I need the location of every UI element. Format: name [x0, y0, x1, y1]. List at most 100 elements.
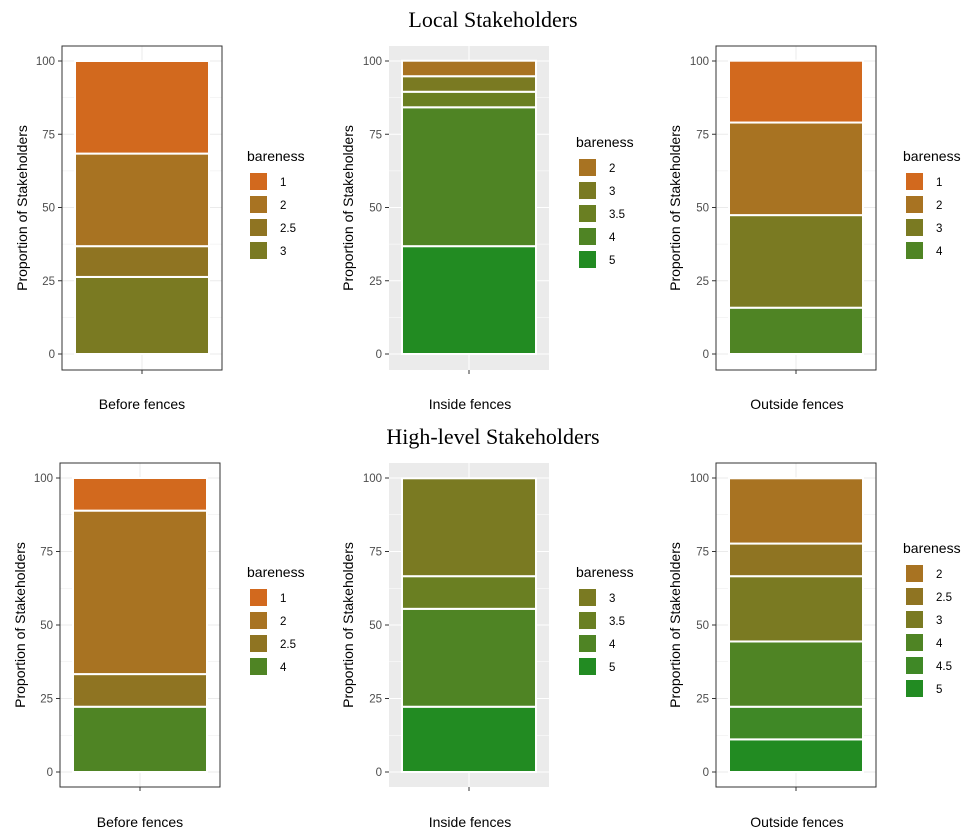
- legend-key: [250, 219, 267, 236]
- bar-segment-3: [74, 275, 210, 356]
- legend-title: bareness: [247, 148, 305, 164]
- legend-title: bareness: [576, 564, 634, 580]
- bar-segment-3: [401, 477, 537, 578]
- legend-label: 4: [609, 639, 616, 651]
- legend-label: 5: [609, 662, 615, 674]
- chart-panel: 0 25 50 75 100 Inside fences Proportion of Sta…: [340, 463, 634, 830]
- x-tick-label: Outside fences: [750, 396, 843, 412]
- y-tick-label: 75: [42, 129, 55, 141]
- legend-label: 5: [936, 684, 942, 696]
- bar-segment-3: [728, 575, 864, 643]
- legend-label: 4.5: [936, 661, 952, 673]
- y-tick-label: 50: [40, 620, 53, 632]
- legend-key: [250, 589, 267, 606]
- y-tick-label: 0: [703, 349, 709, 361]
- y-tick-label: 75: [40, 547, 53, 559]
- legend-key: [906, 588, 923, 605]
- legend-label: 2: [936, 569, 942, 581]
- y-tick-label: 0: [49, 349, 55, 361]
- legend-key: [250, 635, 267, 652]
- bar-segment-3: [728, 214, 864, 309]
- x-tick-label: Inside fences: [429, 396, 512, 412]
- bar-segment-5: [401, 245, 537, 355]
- x-tick-label: Before fences: [99, 396, 185, 412]
- legend-key: [250, 612, 267, 629]
- legend-label: 3.5: [609, 616, 625, 628]
- bar-segment-5: [401, 705, 537, 773]
- legend-label: 5: [609, 255, 615, 267]
- y-tick-label: 100: [690, 473, 709, 485]
- legend: bareness 2 3 3.5 4 5: [576, 134, 634, 268]
- bar-segment-4: [728, 306, 864, 355]
- y-tick-label: 50: [696, 203, 709, 215]
- legend-key: [579, 658, 596, 675]
- legend-key: [906, 173, 923, 190]
- bar-segment-2-5: [72, 673, 208, 708]
- legend-label: 3: [609, 186, 615, 198]
- y-tick-label: 0: [376, 767, 382, 779]
- section-title-local: Local Stakeholders: [408, 7, 577, 32]
- legend-key: [906, 242, 923, 259]
- legend: bareness 3 3.5 4 5: [576, 564, 634, 675]
- legend-label: 1: [280, 177, 286, 189]
- legend-label: 1: [936, 177, 942, 189]
- legend-title: bareness: [576, 134, 634, 150]
- legend: bareness 1 2 2.5 3: [247, 148, 305, 259]
- x-tick-label: Inside fences: [429, 814, 512, 830]
- legend-key: [250, 658, 267, 675]
- legend-key: [906, 611, 923, 628]
- y-tick-label: 0: [703, 767, 709, 779]
- legend-key: [250, 242, 267, 259]
- chart-panel: 0 25 50 75 100 Before fences Proportion of Sta…: [14, 45, 305, 412]
- legend-label: 2: [936, 200, 942, 212]
- legend: bareness 1 2 3 4: [903, 148, 961, 259]
- legend-label: 4: [936, 246, 943, 258]
- legend-label: 3: [936, 223, 942, 235]
- legend-label: 3: [936, 615, 942, 627]
- y-axis-title: Proportion of Stakeholders: [14, 125, 30, 291]
- bar-segment-1: [72, 477, 208, 512]
- legend-key: [906, 657, 923, 674]
- bar-segment-2-5: [728, 542, 864, 578]
- legend-label: 3: [280, 246, 286, 258]
- y-tick-label: 100: [36, 56, 55, 68]
- legend-title: bareness: [903, 540, 961, 556]
- chart-panel: 0 25 50 75 100 Before fences Proportion of Sta…: [12, 462, 305, 830]
- bar-segment-3-5: [401, 575, 537, 610]
- legend-key: [579, 159, 596, 176]
- legend-label: 3.5: [609, 209, 625, 221]
- y-tick-label: 50: [369, 620, 382, 632]
- y-axis-title: Proportion of Stakeholders: [667, 125, 683, 291]
- x-tick-label: Before fences: [97, 814, 183, 830]
- y-tick-label: 75: [696, 129, 709, 141]
- bar-segment-1: [74, 60, 210, 155]
- y-tick-label: 25: [40, 694, 53, 706]
- legend-key: [579, 205, 596, 222]
- bar-segment-4: [401, 607, 537, 708]
- legend-label: 4: [936, 638, 943, 650]
- legend-label: 4: [280, 662, 287, 674]
- y-tick-label: 50: [696, 620, 709, 632]
- legend-key: [579, 635, 596, 652]
- legend-title: bareness: [247, 564, 305, 580]
- bar-segment-1: [728, 59, 864, 124]
- legend-key: [579, 182, 596, 199]
- legend-key: [906, 565, 923, 582]
- bar-segment-2: [74, 152, 210, 248]
- y-tick-label: 100: [363, 56, 382, 68]
- legend-key: [250, 173, 267, 190]
- y-tick-label: 75: [369, 547, 382, 559]
- legend-label: 1: [280, 593, 286, 605]
- y-tick-label: 75: [696, 547, 709, 559]
- y-axis-title: Proportion of Stakeholders: [667, 542, 683, 708]
- legend-key: [906, 196, 923, 213]
- y-tick-label: 25: [696, 694, 709, 706]
- bar-segment-4: [401, 106, 537, 248]
- bar-segment-2: [728, 121, 864, 217]
- y-tick-label: 0: [376, 349, 382, 361]
- bar-segment-3: [401, 75, 537, 93]
- legend-label: 2: [280, 616, 286, 628]
